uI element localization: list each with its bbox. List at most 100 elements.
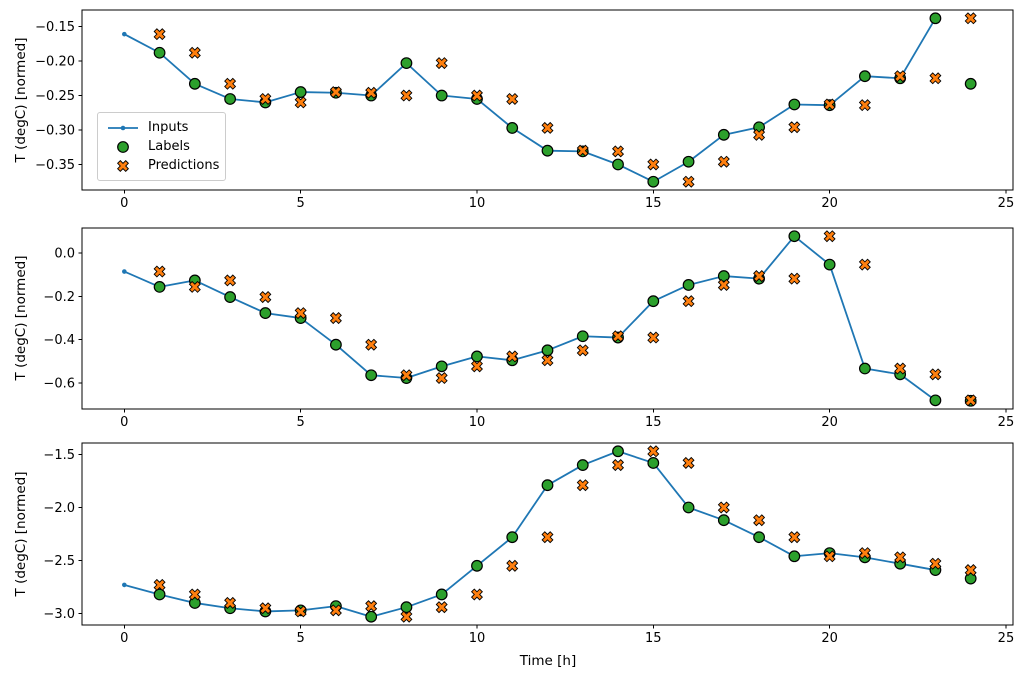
prediction-point <box>612 330 625 343</box>
prediction-point <box>612 459 625 472</box>
prediction-point <box>576 344 589 357</box>
x-tick-label: 5 <box>297 631 305 646</box>
prediction-point <box>647 331 660 344</box>
y-tick-label: −0.30 <box>35 124 75 139</box>
y-tick-label: −1.5 <box>43 448 75 463</box>
predictions-series <box>153 12 977 188</box>
label-point <box>294 86 307 98</box>
label-point <box>259 307 272 319</box>
x-axis-ticks: 0 5 10 15 20 25 <box>120 625 1014 646</box>
prediction-point <box>153 28 166 41</box>
prediction-point <box>400 610 413 623</box>
y-tick-label: −2.0 <box>43 501 75 516</box>
input-point <box>122 269 127 274</box>
labels-series <box>153 12 977 188</box>
label-point <box>682 501 695 514</box>
legend-label-predictions: Predictions <box>148 158 220 173</box>
x-tick-label: 25 <box>998 631 1015 646</box>
prediction-point <box>470 588 483 601</box>
label-point <box>717 128 730 141</box>
x-tick-label: 0 <box>120 196 128 211</box>
prediction-point <box>682 175 695 188</box>
prediction-point <box>435 372 448 385</box>
prediction-point <box>400 369 413 382</box>
prediction-point <box>188 46 201 59</box>
prediction-point <box>894 551 907 564</box>
label-point <box>647 175 660 188</box>
x-tick-label: 20 <box>821 631 838 646</box>
x-axis-ticks: 0 5 10 15 20 25 <box>120 409 1014 430</box>
label-point <box>682 155 695 168</box>
prediction-point <box>329 312 342 325</box>
prediction-point <box>506 559 519 572</box>
label-point <box>365 369 378 382</box>
legend-label-inputs: Inputs <box>148 120 189 135</box>
prediction-point <box>823 550 836 563</box>
label-point <box>153 280 166 293</box>
prediction-point <box>647 445 660 458</box>
prediction-point <box>435 601 448 614</box>
prediction-point <box>224 596 237 609</box>
prediction-point <box>541 121 554 134</box>
x-tick-label: 0 <box>120 415 128 430</box>
prediction-point <box>894 70 907 83</box>
label-point <box>435 588 448 601</box>
label-point <box>541 344 554 357</box>
labels-circle-icon <box>107 140 139 154</box>
prediction-point <box>294 307 307 320</box>
prediction-point <box>788 272 801 285</box>
label-point <box>717 514 730 527</box>
label-point <box>541 479 554 492</box>
prediction-point <box>964 564 977 577</box>
y-tick-label: −0.15 <box>35 20 75 35</box>
label-point <box>506 531 519 544</box>
prediction-point <box>470 360 483 373</box>
prediction-point <box>153 265 166 278</box>
x-tick-label: 15 <box>645 196 662 211</box>
prediction-point <box>964 12 977 25</box>
prediction-point <box>329 604 342 617</box>
prediction-point <box>435 57 448 70</box>
prediction-point <box>400 89 413 102</box>
x-tick-label: 20 <box>821 196 838 211</box>
prediction-point <box>576 479 589 492</box>
label-point <box>153 588 166 601</box>
label-point <box>365 610 378 623</box>
y-tick-label: −0.2 <box>43 290 75 305</box>
label-point <box>471 559 483 572</box>
label-point <box>858 70 871 83</box>
prediction-point <box>365 86 378 99</box>
label-point <box>153 46 166 59</box>
label-point <box>188 77 201 90</box>
label-point <box>682 279 695 291</box>
prediction-point <box>858 258 871 271</box>
prediction-point <box>929 368 942 381</box>
y-tick-label: −0.4 <box>43 333 75 348</box>
prediction-point <box>858 547 871 560</box>
y-tick-label: −2.5 <box>43 554 75 569</box>
prediction-point <box>224 274 237 287</box>
x-tick-label: 5 <box>297 415 305 430</box>
y-tick-label: −3.0 <box>43 607 75 622</box>
x-tick-label: 10 <box>469 196 486 211</box>
prediction-point <box>153 578 166 591</box>
label-point <box>964 77 977 90</box>
y-tick-label: −0.35 <box>35 158 75 173</box>
prediction-point <box>365 600 378 613</box>
inputs-line <box>123 235 936 402</box>
x-tick-label: 0 <box>120 631 128 646</box>
y-axis-title-subplot-1: T (degC) [normed] <box>13 37 29 163</box>
x-tick-label: 5 <box>297 196 305 211</box>
prediction-point <box>259 602 272 615</box>
x-axis-title: Time [h] <box>519 653 577 669</box>
label-point <box>612 158 624 171</box>
prediction-point <box>717 155 730 168</box>
prediction-point <box>823 230 836 243</box>
x-tick-label: 10 <box>469 415 486 430</box>
label-point <box>400 57 413 70</box>
prediction-point <box>188 280 201 293</box>
label-point <box>788 230 801 243</box>
prediction-point <box>576 144 589 157</box>
